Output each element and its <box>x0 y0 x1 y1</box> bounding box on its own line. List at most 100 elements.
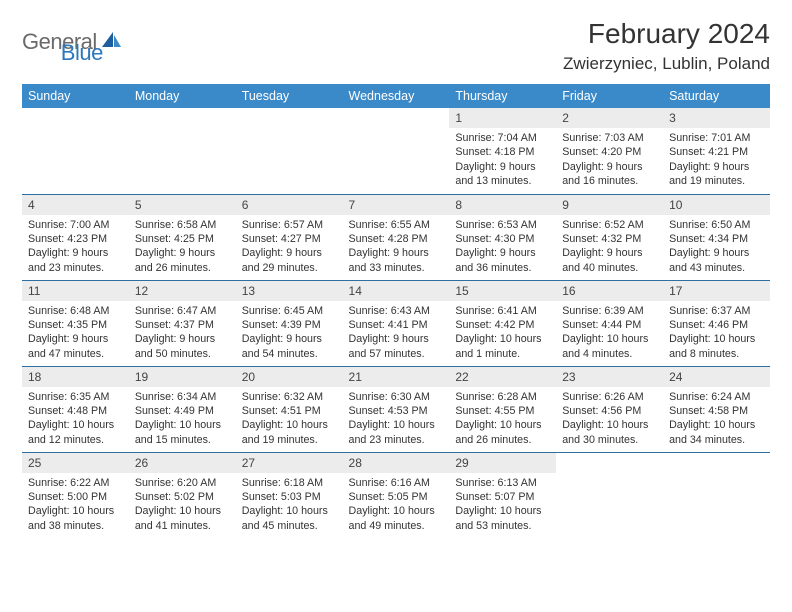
calendar-cell: .. <box>22 108 129 194</box>
weekday-header: Thursday <box>449 84 556 108</box>
day-number: 21 <box>343 367 450 387</box>
calendar-cell: 17Sunrise: 6:37 AMSunset: 4:46 PMDayligh… <box>663 280 770 366</box>
day-number: 25 <box>22 453 129 473</box>
day-body: Sunrise: 6:41 AMSunset: 4:42 PMDaylight:… <box>449 301 556 366</box>
day-number: 26 <box>129 453 236 473</box>
day-number: 10 <box>663 195 770 215</box>
day-body: Sunrise: 7:03 AMSunset: 4:20 PMDaylight:… <box>556 128 663 193</box>
calendar-cell: .. <box>663 452 770 538</box>
logo-text-blue: Blue <box>61 40 103 65</box>
calendar-cell: 18Sunrise: 6:35 AMSunset: 4:48 PMDayligh… <box>22 366 129 452</box>
header: General Blue February 2024 Zwierzyniec, … <box>22 18 770 74</box>
weekday-header: Tuesday <box>236 84 343 108</box>
title-block: February 2024 Zwierzyniec, Lublin, Polan… <box>563 18 770 74</box>
day-number: 22 <box>449 367 556 387</box>
calendar-cell: 1Sunrise: 7:04 AMSunset: 4:18 PMDaylight… <box>449 108 556 194</box>
calendar-cell: 23Sunrise: 6:26 AMSunset: 4:56 PMDayligh… <box>556 366 663 452</box>
calendar-row: 4Sunrise: 7:00 AMSunset: 4:23 PMDaylight… <box>22 194 770 280</box>
day-body: Sunrise: 6:28 AMSunset: 4:55 PMDaylight:… <box>449 387 556 452</box>
weekday-header: Monday <box>129 84 236 108</box>
day-number: 2 <box>556 108 663 128</box>
day-number: 19 <box>129 367 236 387</box>
day-number: 27 <box>236 453 343 473</box>
weekday-header: Sunday <box>22 84 129 108</box>
day-body: Sunrise: 6:47 AMSunset: 4:37 PMDaylight:… <box>129 301 236 366</box>
day-number: 13 <box>236 281 343 301</box>
day-body: Sunrise: 7:00 AMSunset: 4:23 PMDaylight:… <box>22 215 129 280</box>
day-body: Sunrise: 6:58 AMSunset: 4:25 PMDaylight:… <box>129 215 236 280</box>
day-body: Sunrise: 6:34 AMSunset: 4:49 PMDaylight:… <box>129 387 236 452</box>
calendar-cell: .. <box>129 108 236 194</box>
day-number: 28 <box>343 453 450 473</box>
day-number: 8 <box>449 195 556 215</box>
day-body: Sunrise: 6:20 AMSunset: 5:02 PMDaylight:… <box>129 473 236 538</box>
day-number: 5 <box>129 195 236 215</box>
calendar-cell: 6Sunrise: 6:57 AMSunset: 4:27 PMDaylight… <box>236 194 343 280</box>
day-number: 7 <box>343 195 450 215</box>
day-body: Sunrise: 6:26 AMSunset: 4:56 PMDaylight:… <box>556 387 663 452</box>
calendar-row: ........1Sunrise: 7:04 AMSunset: 4:18 PM… <box>22 108 770 194</box>
day-body: Sunrise: 6:24 AMSunset: 4:58 PMDaylight:… <box>663 387 770 452</box>
day-number: 4 <box>22 195 129 215</box>
weekday-header: Saturday <box>663 84 770 108</box>
logo: General Blue <box>22 18 103 66</box>
calendar-cell: 26Sunrise: 6:20 AMSunset: 5:02 PMDayligh… <box>129 452 236 538</box>
location: Zwierzyniec, Lublin, Poland <box>563 54 770 74</box>
day-body: Sunrise: 6:55 AMSunset: 4:28 PMDaylight:… <box>343 215 450 280</box>
calendar-row: 18Sunrise: 6:35 AMSunset: 4:48 PMDayligh… <box>22 366 770 452</box>
calendar-cell: 10Sunrise: 6:50 AMSunset: 4:34 PMDayligh… <box>663 194 770 280</box>
day-body: Sunrise: 6:43 AMSunset: 4:41 PMDaylight:… <box>343 301 450 366</box>
day-number: 3 <box>663 108 770 128</box>
calendar-cell: 21Sunrise: 6:30 AMSunset: 4:53 PMDayligh… <box>343 366 450 452</box>
logo-sail-icon <box>101 30 123 55</box>
day-number: 29 <box>449 453 556 473</box>
calendar-cell: 16Sunrise: 6:39 AMSunset: 4:44 PMDayligh… <box>556 280 663 366</box>
day-number: 6 <box>236 195 343 215</box>
day-body: Sunrise: 6:45 AMSunset: 4:39 PMDaylight:… <box>236 301 343 366</box>
day-body: Sunrise: 6:39 AMSunset: 4:44 PMDaylight:… <box>556 301 663 366</box>
day-number: 20 <box>236 367 343 387</box>
day-number: 1 <box>449 108 556 128</box>
day-body: Sunrise: 6:35 AMSunset: 4:48 PMDaylight:… <box>22 387 129 452</box>
day-body: Sunrise: 6:53 AMSunset: 4:30 PMDaylight:… <box>449 215 556 280</box>
day-number: 16 <box>556 281 663 301</box>
day-number: 14 <box>343 281 450 301</box>
calendar-cell: .. <box>236 108 343 194</box>
calendar-cell: 29Sunrise: 6:13 AMSunset: 5:07 PMDayligh… <box>449 452 556 538</box>
day-body: Sunrise: 6:13 AMSunset: 5:07 PMDaylight:… <box>449 473 556 538</box>
day-body: Sunrise: 6:37 AMSunset: 4:46 PMDaylight:… <box>663 301 770 366</box>
calendar-cell: 5Sunrise: 6:58 AMSunset: 4:25 PMDaylight… <box>129 194 236 280</box>
day-number: 12 <box>129 281 236 301</box>
day-number: 17 <box>663 281 770 301</box>
calendar-cell: 14Sunrise: 6:43 AMSunset: 4:41 PMDayligh… <box>343 280 450 366</box>
calendar-cell: 4Sunrise: 7:00 AMSunset: 4:23 PMDaylight… <box>22 194 129 280</box>
weekday-header: Friday <box>556 84 663 108</box>
calendar-cell: 25Sunrise: 6:22 AMSunset: 5:00 PMDayligh… <box>22 452 129 538</box>
day-body: Sunrise: 6:30 AMSunset: 4:53 PMDaylight:… <box>343 387 450 452</box>
calendar-cell: 9Sunrise: 6:52 AMSunset: 4:32 PMDaylight… <box>556 194 663 280</box>
calendar-table: Sunday Monday Tuesday Wednesday Thursday… <box>22 84 770 538</box>
day-body: Sunrise: 7:01 AMSunset: 4:21 PMDaylight:… <box>663 128 770 193</box>
weekday-header-row: Sunday Monday Tuesday Wednesday Thursday… <box>22 84 770 108</box>
calendar-cell: 13Sunrise: 6:45 AMSunset: 4:39 PMDayligh… <box>236 280 343 366</box>
month-title: February 2024 <box>563 18 770 50</box>
calendar-cell: .. <box>556 452 663 538</box>
calendar-row: 11Sunrise: 6:48 AMSunset: 4:35 PMDayligh… <box>22 280 770 366</box>
day-body: Sunrise: 6:48 AMSunset: 4:35 PMDaylight:… <box>22 301 129 366</box>
day-body: Sunrise: 7:04 AMSunset: 4:18 PMDaylight:… <box>449 128 556 193</box>
weekday-header: Wednesday <box>343 84 450 108</box>
calendar-row: 25Sunrise: 6:22 AMSunset: 5:00 PMDayligh… <box>22 452 770 538</box>
day-body: Sunrise: 6:16 AMSunset: 5:05 PMDaylight:… <box>343 473 450 538</box>
calendar-cell: 20Sunrise: 6:32 AMSunset: 4:51 PMDayligh… <box>236 366 343 452</box>
calendar-cell: 3Sunrise: 7:01 AMSunset: 4:21 PMDaylight… <box>663 108 770 194</box>
day-number: 15 <box>449 281 556 301</box>
calendar-cell: .. <box>343 108 450 194</box>
day-body: Sunrise: 6:57 AMSunset: 4:27 PMDaylight:… <box>236 215 343 280</box>
calendar-cell: 7Sunrise: 6:55 AMSunset: 4:28 PMDaylight… <box>343 194 450 280</box>
calendar-cell: 8Sunrise: 6:53 AMSunset: 4:30 PMDaylight… <box>449 194 556 280</box>
calendar-cell: 11Sunrise: 6:48 AMSunset: 4:35 PMDayligh… <box>22 280 129 366</box>
calendar-cell: 22Sunrise: 6:28 AMSunset: 4:55 PMDayligh… <box>449 366 556 452</box>
day-number: 9 <box>556 195 663 215</box>
day-number: 24 <box>663 367 770 387</box>
day-body: Sunrise: 6:52 AMSunset: 4:32 PMDaylight:… <box>556 215 663 280</box>
